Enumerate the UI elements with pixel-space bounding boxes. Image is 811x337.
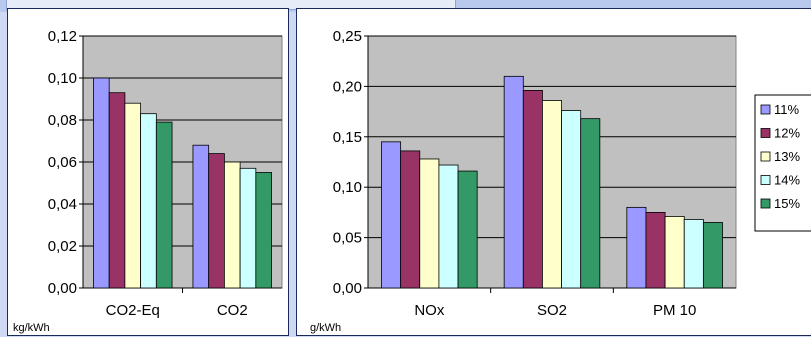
bar [124, 102, 142, 289]
y-tick-label: 0,00 [48, 280, 77, 297]
x-tick-label: NOx [414, 302, 445, 319]
y-tick-label: 0,06 [48, 154, 77, 171]
y-tick-label: 0,04 [48, 196, 77, 213]
legend-label: 14% [774, 173, 800, 188]
chart-emissions-kg: 0,00 0,02 0,04 0,06 0,08 0,10 0,12 CO2-Eq CO2 kg/… [13, 28, 283, 334]
legend-label: 13% [774, 149, 800, 164]
y-tick-label: 0,12 [48, 28, 77, 45]
y-tick-label: 0,25 [333, 28, 362, 45]
y-tick-label: 0,02 [48, 238, 77, 255]
bar [192, 144, 210, 289]
legend-label: 15% [774, 196, 800, 211]
bar [93, 77, 110, 289]
y-tick-label: 0,05 [333, 230, 362, 247]
legend-swatch [760, 198, 771, 209]
bar [683, 219, 704, 289]
bar [381, 141, 402, 289]
bar [239, 167, 257, 289]
bar [438, 164, 459, 289]
bar [108, 92, 126, 289]
x-tick-label: CO2 [217, 302, 248, 319]
bar [542, 100, 562, 289]
y-tick-label: 0,10 [48, 70, 77, 87]
legend-swatch [760, 151, 771, 162]
legend-swatch [760, 175, 771, 185]
bar [208, 153, 225, 289]
x-tick-label: CO2-Eq [106, 302, 160, 319]
y-tick-label: 0,20 [333, 78, 362, 95]
bar [155, 121, 173, 289]
bar [255, 172, 272, 289]
y-tick-label: 0,00 [333, 280, 362, 297]
legend-swatch [760, 104, 771, 115]
bar [223, 161, 241, 289]
y-tick-label: 0,15 [333, 129, 362, 146]
bar [702, 222, 723, 289]
bar [400, 150, 421, 289]
unit-label: g/kWh [310, 322, 341, 334]
legend-label: 11% [774, 102, 799, 117]
bar [645, 211, 666, 289]
legend-swatch [760, 128, 771, 138]
chart-panel-emissions-g: 0,00 0,05 0,10 0,15 0,20 0,25 NOx SO2 PM 10 g/kWh… [296, 8, 811, 336]
bar [522, 90, 543, 289]
x-tick-label: PM 10 [653, 302, 696, 319]
bar [664, 216, 685, 289]
bar [140, 113, 157, 289]
unit-label: kg/kWh [13, 322, 50, 334]
chart-panel-emissions-kg: 0,00 0,02 0,04 0,06 0,08 0,10 0,12 CO2-Eq CO2 kg/… [7, 8, 289, 336]
bar [580, 118, 601, 289]
chart-emissions-g: 0,00 0,05 0,10 0,15 0,20 0,25 NOx SO2 PM 10 g/kWh… [310, 28, 811, 334]
y-tick-label: 0,10 [333, 179, 362, 196]
bar [419, 158, 440, 289]
legend-label: 12% [774, 126, 800, 141]
bar [626, 206, 647, 289]
bar [457, 170, 478, 289]
bar [561, 110, 582, 289]
bar [503, 75, 524, 289]
y-tick-label: 0,08 [48, 112, 77, 129]
x-tick-label: SO2 [537, 302, 567, 319]
